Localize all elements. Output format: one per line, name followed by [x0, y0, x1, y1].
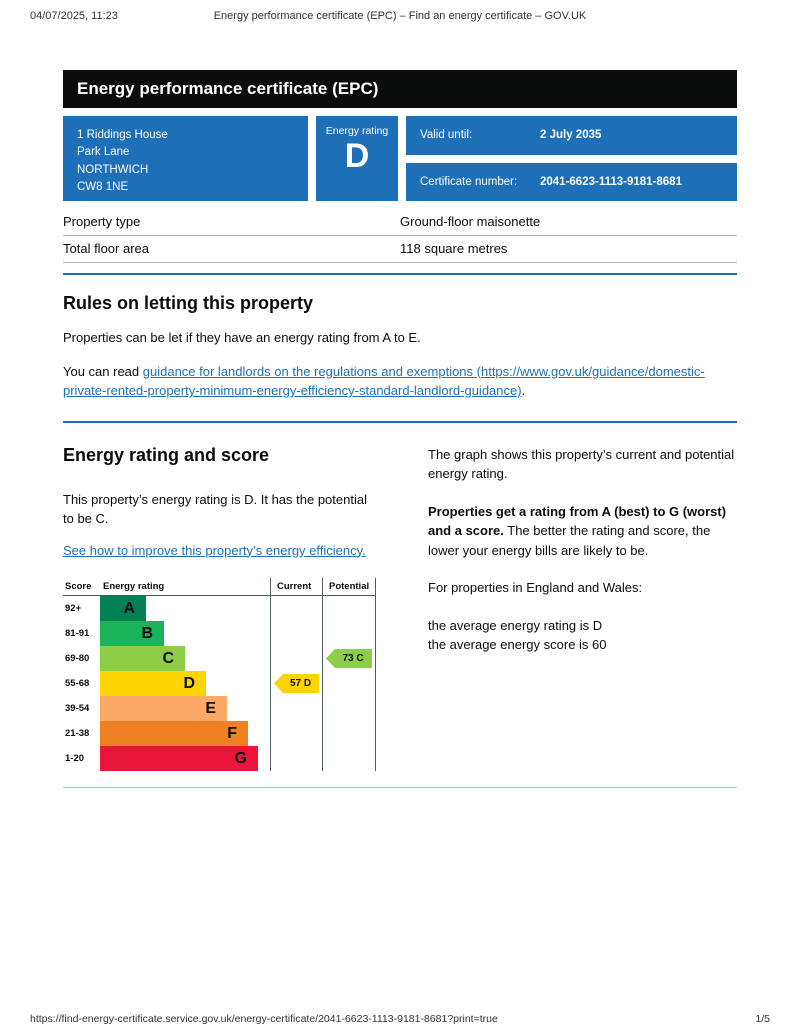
- certificate-number-value: 2041-6623-1113-9181-8681: [540, 175, 682, 188]
- certificate-number-box: Certificate number: 2041-6623-1113-9181-…: [406, 162, 737, 201]
- guidance-suffix: .: [521, 383, 526, 398]
- property-type-value: Ground-floor maisonette: [400, 214, 541, 229]
- band-row-b: 81-91 B: [63, 621, 270, 646]
- band-score-a: 92+: [65, 603, 82, 614]
- band-letter-e: E: [205, 699, 216, 717]
- certificate-title: Energy performance certificate (EPC): [77, 79, 379, 98]
- rating-heading: Energy rating and score: [63, 444, 270, 465]
- epc-rating-chart: Score Energy rating 92+ A 81-91 B 69-80 …: [63, 578, 376, 771]
- valid-until-value: 2 July 2035: [540, 129, 602, 142]
- band-bar-a: A: [100, 596, 146, 621]
- potential-rating-marker: 73 C: [326, 649, 372, 668]
- summary-panel: 1 Riddings House Park Lane NORTHWICH CW8…: [63, 116, 737, 201]
- certificate-banner: Energy performance certificate (EPC): [63, 70, 737, 108]
- print-datetime: 04/07/2025, 11:23: [30, 10, 118, 22]
- graph-explainer-paragraph: The graph shows this property’s current …: [428, 446, 735, 482]
- band-bar-b: B: [100, 621, 164, 646]
- rating-scale-rest: The better the rating and score, the low…: [428, 523, 711, 558]
- floor-area-label: Total floor area: [63, 241, 149, 256]
- section-divider-2: [63, 420, 737, 423]
- floor-area-value: 118 square metres: [400, 241, 508, 256]
- energy-rating-box: Energy rating D: [316, 116, 398, 201]
- rules-heading: Rules on letting this property: [63, 293, 314, 313]
- band-row-c: 69-80 C: [63, 646, 270, 671]
- property-facts-table: Property type Ground-floor maisonette To…: [63, 209, 737, 263]
- guidance-paragraph: You can read guidance for landlords on t…: [63, 362, 737, 401]
- average-score-line: the average energy score is 60: [428, 637, 607, 652]
- rating-summary-paragraph: This property’s energy rating is D. It h…: [63, 491, 367, 527]
- score-column-header: Score: [65, 581, 92, 592]
- chart-header-row: Score Energy rating: [63, 578, 270, 596]
- band-letter-c: C: [162, 649, 174, 667]
- improve-efficiency-link[interactable]: See how to improve this property’s energ…: [63, 542, 366, 558]
- energy-rating-label: Energy rating: [325, 125, 389, 137]
- averages-paragraph: the average energy rating is D the avera…: [428, 616, 737, 655]
- print-page-title: Energy performance certificate (EPC) – F…: [213, 10, 587, 22]
- valid-until-label: Valid until:: [420, 129, 473, 142]
- current-rating-marker: 57 D: [274, 674, 319, 693]
- band-letter-b: B: [141, 624, 153, 642]
- certificate-page: Energy performance certificate (EPC) 1 R…: [63, 70, 737, 788]
- section-divider-3: [63, 787, 737, 788]
- rating-bands-area: Score Energy rating 92+ A 81-91 B 69-80 …: [63, 578, 270, 771]
- rating-scale-paragraph: Properties get a rating from A (best) to…: [428, 502, 737, 561]
- address-line-3: NORTHWICH: [77, 163, 149, 176]
- energy-rating-section: Energy rating and score This property’s …: [63, 444, 737, 772]
- print-page-number: 1/5: [755, 1013, 770, 1025]
- potential-column-header: Potential: [323, 578, 375, 596]
- address-line-2: Park Lane: [77, 146, 130, 159]
- address-line-4: CW8 1NE: [77, 180, 129, 193]
- band-score-c: 69-80: [65, 653, 90, 664]
- rating-column-header: Energy rating: [103, 581, 165, 592]
- band-bar-d: D: [100, 671, 206, 696]
- band-bar-e: E: [100, 696, 227, 721]
- floor-area-row: Total floor area 118 square metres: [63, 236, 737, 263]
- band-bar-f: F: [100, 721, 248, 746]
- print-footer: https://find-energy-certificate.service.…: [0, 1013, 800, 1025]
- validity-column: Valid until: 2 July 2035 Certificate num…: [406, 116, 737, 201]
- improve-paragraph: See how to improve this property’s energ…: [63, 541, 376, 561]
- print-header: 04/07/2025, 11:23 Energy performance cer…: [0, 10, 800, 22]
- certificate-number-label: Certificate number:: [420, 175, 518, 188]
- current-column-header: Current: [271, 578, 322, 596]
- band-score-e: 39-54: [65, 703, 90, 714]
- band-bar-c: C: [100, 646, 185, 671]
- band-letter-f: F: [227, 724, 237, 742]
- property-address-box: 1 Riddings House Park Lane NORTHWICH CW8…: [63, 116, 308, 201]
- address-line-1: 1 Riddings House: [77, 129, 168, 141]
- rules-section: Rules on letting this property Propertie…: [63, 293, 737, 401]
- rating-scale-bold: Properties get a rating from A (best) to…: [428, 503, 727, 539]
- band-letter-a: A: [123, 599, 135, 617]
- england-wales-paragraph: For properties in England and Wales:: [428, 580, 643, 595]
- average-rating-line: the average energy rating is D: [428, 617, 603, 633]
- band-score-f: 21-38: [65, 728, 90, 739]
- rating-left-column: Energy rating and score This property’s …: [63, 444, 376, 771]
- rules-paragraph: Properties can be let if they have an en…: [63, 330, 421, 345]
- print-url: https://find-energy-certificate.service.…: [30, 1013, 498, 1025]
- band-row-d: 55-68 D: [63, 671, 270, 696]
- band-row-g: 1-20 G: [63, 746, 270, 771]
- energy-rating-value: D: [344, 137, 370, 175]
- current-rating-column: Current 57 D: [270, 578, 322, 771]
- band-letter-g: G: [234, 749, 247, 767]
- band-row-f: 21-38 F: [63, 721, 270, 746]
- section-divider-1: [63, 273, 737, 275]
- band-bar-g: G: [100, 746, 258, 771]
- landlord-guidance-link[interactable]: guidance for landlords on the regulation…: [63, 363, 705, 399]
- band-score-b: 81-91: [65, 628, 90, 639]
- potential-rating-column: Potential 73 C: [322, 578, 376, 771]
- band-row-e: 39-54 E: [63, 696, 270, 721]
- rating-right-column: The graph shows this property’s current …: [428, 445, 737, 772]
- band-letter-d: D: [183, 674, 195, 692]
- band-score-d: 55-68: [65, 678, 90, 689]
- band-score-g: 1-20: [65, 753, 85, 764]
- valid-until-box: Valid until: 2 July 2035: [406, 116, 737, 155]
- guidance-prefix: You can read: [63, 363, 143, 379]
- property-type-row: Property type Ground-floor maisonette: [63, 209, 737, 236]
- property-type-label: Property type: [63, 214, 141, 229]
- band-row-a: 92+ A: [63, 596, 270, 621]
